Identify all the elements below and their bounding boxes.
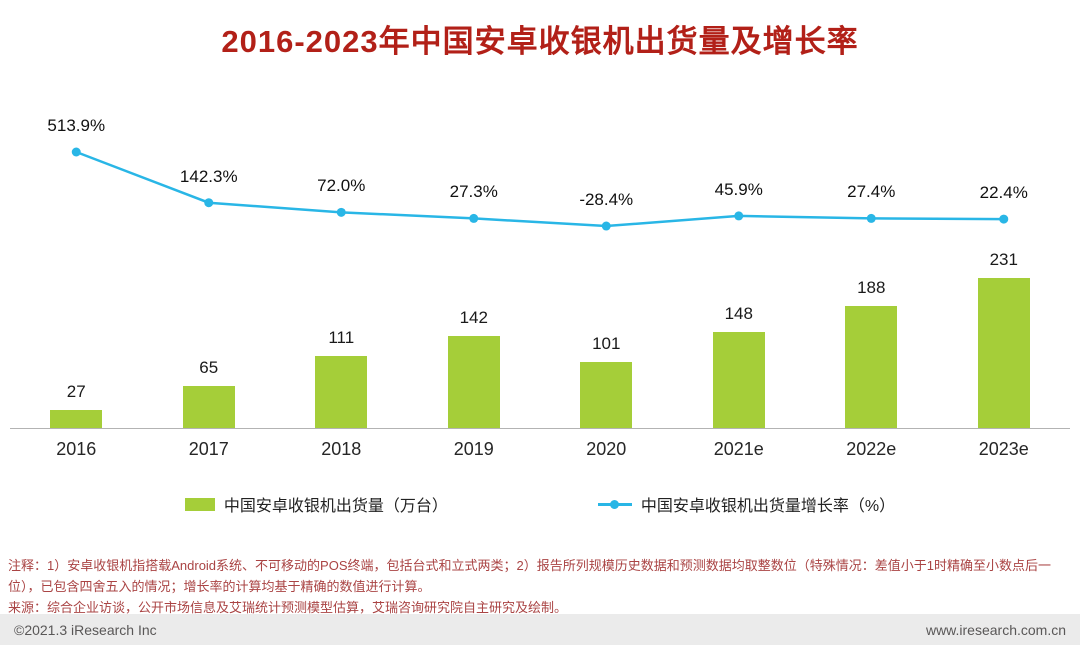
bar-2023e: [977, 278, 1030, 428]
growth-value-label-2020: -28.4%: [579, 190, 634, 210]
x-axis-label-2016: 2016: [56, 439, 97, 459]
growth-value-label-2019: 27.3%: [449, 182, 498, 202]
legend-item-growth: 中国安卓收银机出货量增长率（%）: [597, 492, 896, 516]
chart-title: 2016-2023年中国安卓收银机出货量及增长率: [221, 24, 859, 59]
legend: 中国安卓收银机出货量（万台） 中国安卓收银机出货量增长率（%）: [0, 492, 1080, 516]
bar-2020: [580, 362, 633, 428]
bar-value-label-2021e: 148: [724, 304, 753, 323]
bar-value-label-2020: 101: [592, 334, 621, 353]
growth-value-label-2023e: 22.4%: [979, 183, 1028, 203]
x-axis-label-2023e: 2023e: [978, 439, 1029, 459]
combo-chart: 27 513.9% 2016 65 142.3% 2017 111 72.0% 2018 142 2…: [10, 95, 1070, 459]
legend-label-shipments: 中国安卓收银机出货量（万台）: [223, 498, 448, 515]
bar-value-label-2018: 111: [328, 328, 355, 347]
notes-source: 来源：综合企业访谈，公开市场信息及艾瑞统计预测模型估算，艾瑞咨询研究院自主研究及…: [8, 599, 568, 615]
bar-2016: [50, 410, 103, 428]
legend-item-shipments: 中国安卓收银机出货量（万台）: [184, 492, 448, 516]
bar-2017: [182, 386, 235, 428]
growth-value-label-2021e: 45.9%: [714, 179, 763, 199]
bar-value-label-2016: 27: [66, 382, 86, 401]
x-axis-label-2022e: 2022e: [846, 439, 897, 459]
bar-2021e: [712, 332, 765, 428]
line-legend-swatch-icon: [597, 498, 632, 511]
bar-2019: [447, 336, 500, 428]
x-axis-label-2017: 2017: [188, 439, 229, 459]
growth-value-label-2016: 513.9%: [47, 116, 106, 135]
notes-annotation: 注释：1）安卓收银机指搭载Android系统、不可移动的POS终端，包括台式和立…: [8, 558, 1051, 594]
bar-value-label-2017: 65: [199, 358, 219, 377]
x-axis-label-2019: 2019: [453, 439, 494, 459]
legend-label-growth: 中国安卓收银机出货量增长率（%）: [640, 498, 896, 515]
bar-value-label-2023e: 231: [989, 250, 1018, 269]
footer-bar: ©2021.3 iResearch Inc www.iresearch.com.…: [0, 614, 1080, 645]
x-axis-label-2021e: 2021e: [713, 439, 764, 459]
notes-block: 注释：1）安卓收银机指搭载Android系统、不可移动的POS终端，包括台式和立…: [8, 556, 1072, 618]
bar-legend-swatch-icon: [184, 497, 215, 511]
growth-value-label-2017: 142.3%: [179, 166, 238, 186]
growth-value-label-2022e: 27.4%: [847, 182, 896, 202]
footer-website: www.iresearch.com.cn: [925, 621, 1066, 638]
bar-value-label-2019: 142: [459, 308, 488, 327]
bar-value-label-2022e: 188: [857, 278, 886, 297]
footer-copyright: ©2021.3 iResearch Inc: [14, 621, 157, 638]
bar-2018: [315, 356, 368, 428]
bar-2022e: [845, 306, 898, 428]
line-legend-dot-icon: [609, 499, 619, 509]
growth-value-label-2018: 72.0%: [317, 176, 366, 196]
growth-rate-line: [71, 147, 1009, 231]
x-axis-label-2018: 2018: [321, 439, 362, 459]
x-axis-label-2020: 2020: [586, 439, 627, 459]
